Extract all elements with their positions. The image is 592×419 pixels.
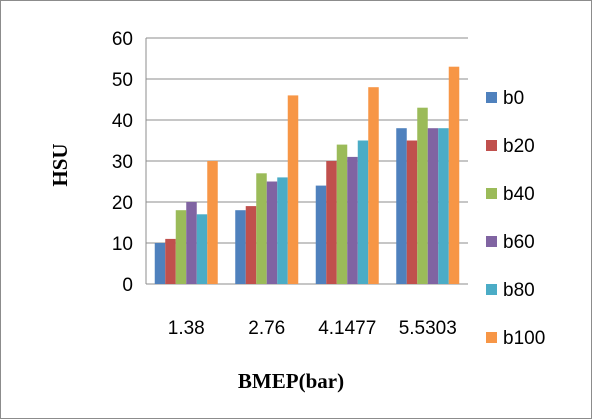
bar-b40: [336, 144, 348, 284]
legend-swatch-b80: [486, 284, 497, 295]
bar-b60: [266, 181, 278, 284]
x-tick-label: 4.1477: [318, 318, 376, 339]
bar-b20: [165, 238, 176, 284]
x-tick-labels: 1.38 2.76 4.1477 5.5303: [168, 318, 457, 339]
legend-swatch-b0: [486, 92, 497, 103]
bar-b80: [277, 177, 288, 284]
bar-b100: [368, 87, 379, 284]
x-axis-title: BMEP(bar): [238, 369, 344, 393]
x-tick-label: 5.5303: [399, 318, 457, 339]
bar-b40: [256, 173, 267, 284]
bar-b100: [207, 161, 218, 284]
legend-swatch-b40: [486, 188, 497, 199]
bar-b80: [357, 140, 369, 284]
legend-label-b60: b60: [503, 232, 535, 253]
y-tick-label: 50: [112, 70, 133, 91]
y-tick-label: 40: [112, 111, 133, 132]
y-tick-label: 60: [112, 29, 133, 50]
legend-swatch-b20: [486, 140, 497, 151]
y-tick-labels: 0 10 20 30 40 50 60: [112, 29, 133, 296]
x-tick-label: 1.38: [168, 318, 205, 339]
legend-label-b40: b40: [503, 184, 535, 205]
bar-b0: [396, 128, 407, 284]
bar-b100: [287, 95, 299, 285]
y-tick-label: 20: [112, 193, 133, 214]
bar-b40: [175, 210, 187, 284]
bar-b0: [235, 210, 246, 284]
y-tick-label: 30: [112, 152, 133, 173]
legend-label-b20: b20: [503, 136, 535, 157]
bars: [154, 66, 460, 285]
bar-b0: [154, 243, 166, 284]
legend-swatch-b60: [486, 236, 497, 247]
y-axis-title: HSU: [48, 143, 72, 186]
y-tick-label: 0: [122, 275, 133, 296]
bar-b20: [406, 140, 418, 284]
bar-b20: [326, 161, 337, 284]
legend-label-b0: b0: [503, 88, 524, 109]
legend-label-b100: b100: [503, 328, 545, 349]
bar-b100: [448, 66, 460, 284]
y-tick-label: 10: [112, 234, 133, 255]
legend: b0 b20 b40 b60 b80 b100: [486, 88, 545, 349]
legend-label-b80: b80: [503, 280, 535, 301]
x-tick-label: 2.76: [248, 318, 285, 339]
bar-b60: [186, 202, 197, 284]
bar-b80: [196, 214, 208, 284]
bar-b20: [245, 206, 257, 284]
bar-b0: [315, 185, 327, 284]
bar-b40: [417, 107, 428, 284]
bar-b60: [347, 156, 358, 284]
bar-b80: [438, 128, 449, 284]
legend-swatch-b100: [486, 332, 497, 343]
bar-b60: [427, 128, 439, 284]
